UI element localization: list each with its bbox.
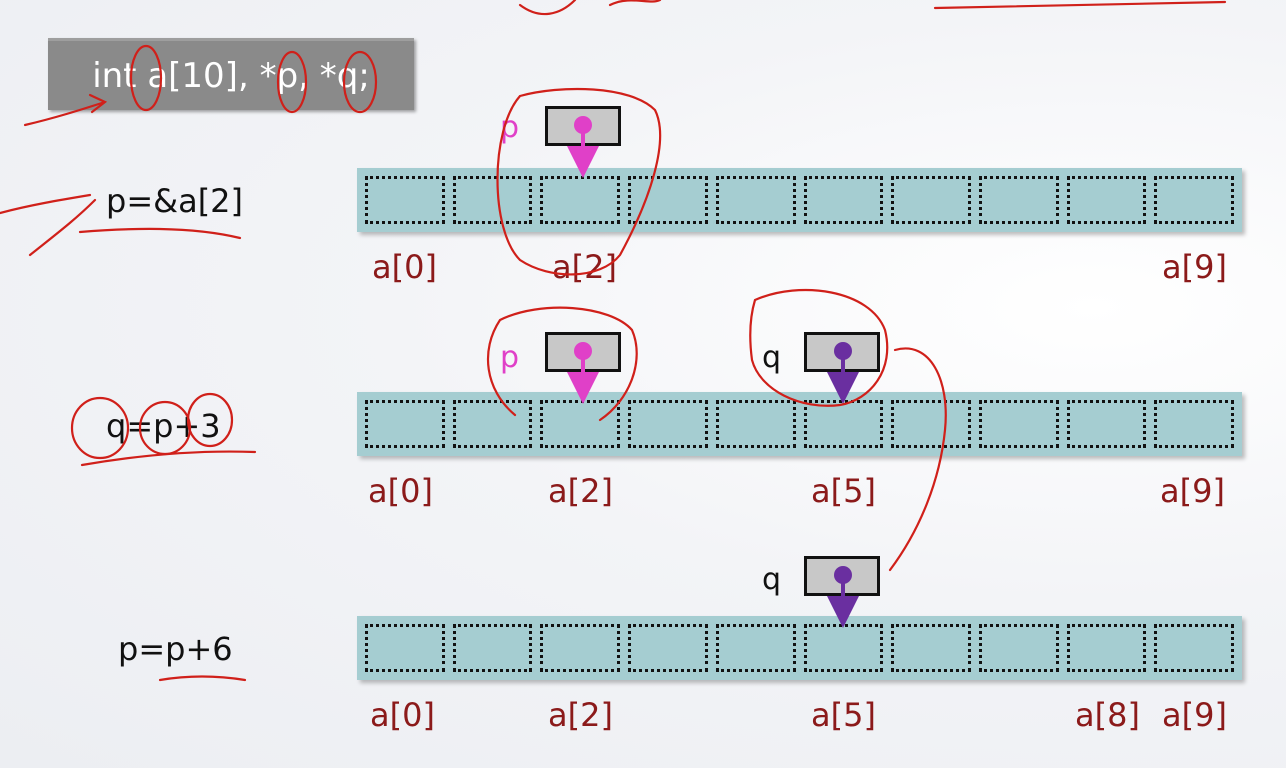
index-label: a[9] — [1162, 248, 1227, 286]
array-cell — [452, 176, 533, 224]
array-cell — [978, 400, 1059, 448]
array-row-1 — [357, 168, 1242, 232]
index-label: a[5] — [811, 472, 876, 510]
pointer-box-p — [545, 332, 621, 372]
array-cell — [1066, 176, 1147, 224]
array-cell — [540, 176, 621, 224]
index-label: a[8] — [1075, 696, 1140, 734]
array-cell — [365, 176, 445, 224]
array-cell — [803, 624, 884, 672]
array-cell — [978, 176, 1059, 224]
array-cell — [452, 624, 533, 672]
array-cell — [891, 176, 971, 224]
array-cell — [628, 624, 708, 672]
index-label: a[5] — [811, 696, 876, 734]
declaration-text: int a[10], *p, *q; — [92, 55, 370, 96]
pointer-label-q: q — [762, 562, 782, 597]
array-cell — [891, 400, 971, 448]
array-cell — [452, 400, 533, 448]
statement-2: q=p+3 — [106, 407, 221, 445]
array-cell — [1154, 400, 1235, 448]
index-label: a[0] — [368, 472, 433, 510]
array-cell — [1154, 176, 1235, 224]
pointer-box-p — [545, 106, 621, 146]
array-cell — [715, 400, 796, 448]
array-cell — [540, 400, 621, 448]
array-cell — [365, 624, 445, 672]
statement-3: p=p+6 — [118, 630, 233, 668]
statement-1: p=&a[2] — [106, 182, 244, 220]
index-label: a[0] — [370, 696, 435, 734]
array-cell — [628, 176, 708, 224]
array-cell — [715, 176, 796, 224]
declaration-box: int a[10], *p, *q; — [48, 38, 414, 110]
array-cell — [803, 400, 884, 448]
pointer-box-q — [804, 332, 880, 372]
index-label: a[9] — [1162, 696, 1227, 734]
array-cell — [803, 176, 884, 224]
array-cell — [1066, 400, 1147, 448]
array-cell — [1066, 624, 1147, 672]
array-cell — [1154, 624, 1235, 672]
index-label: a[2] — [548, 472, 613, 510]
array-cell — [715, 624, 796, 672]
index-label: a[0] — [372, 248, 437, 286]
array-row-2 — [357, 392, 1242, 456]
index-label: a[9] — [1160, 472, 1225, 510]
array-cell — [365, 400, 445, 448]
index-label: a[2] — [548, 696, 613, 734]
pointer-label-p: p — [500, 340, 520, 375]
index-label: a[2] — [552, 248, 617, 286]
array-cell — [540, 624, 621, 672]
pointer-label-p: p — [500, 110, 520, 145]
array-row-3 — [357, 616, 1242, 680]
array-cell — [978, 624, 1059, 672]
array-cell — [628, 400, 708, 448]
pointer-label-q: q — [762, 340, 782, 375]
pointer-box-q — [804, 556, 880, 596]
array-cell — [891, 624, 971, 672]
